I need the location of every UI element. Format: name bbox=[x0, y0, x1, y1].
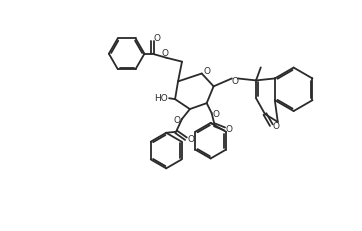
Text: O: O bbox=[212, 109, 219, 118]
Text: O: O bbox=[162, 49, 169, 58]
Text: HO: HO bbox=[154, 93, 168, 102]
Text: O: O bbox=[188, 135, 194, 144]
Text: O: O bbox=[226, 125, 233, 134]
Text: O: O bbox=[203, 67, 210, 76]
Text: O: O bbox=[273, 121, 280, 130]
Text: O: O bbox=[173, 116, 181, 125]
Text: O: O bbox=[154, 34, 161, 43]
Text: O: O bbox=[231, 77, 238, 85]
